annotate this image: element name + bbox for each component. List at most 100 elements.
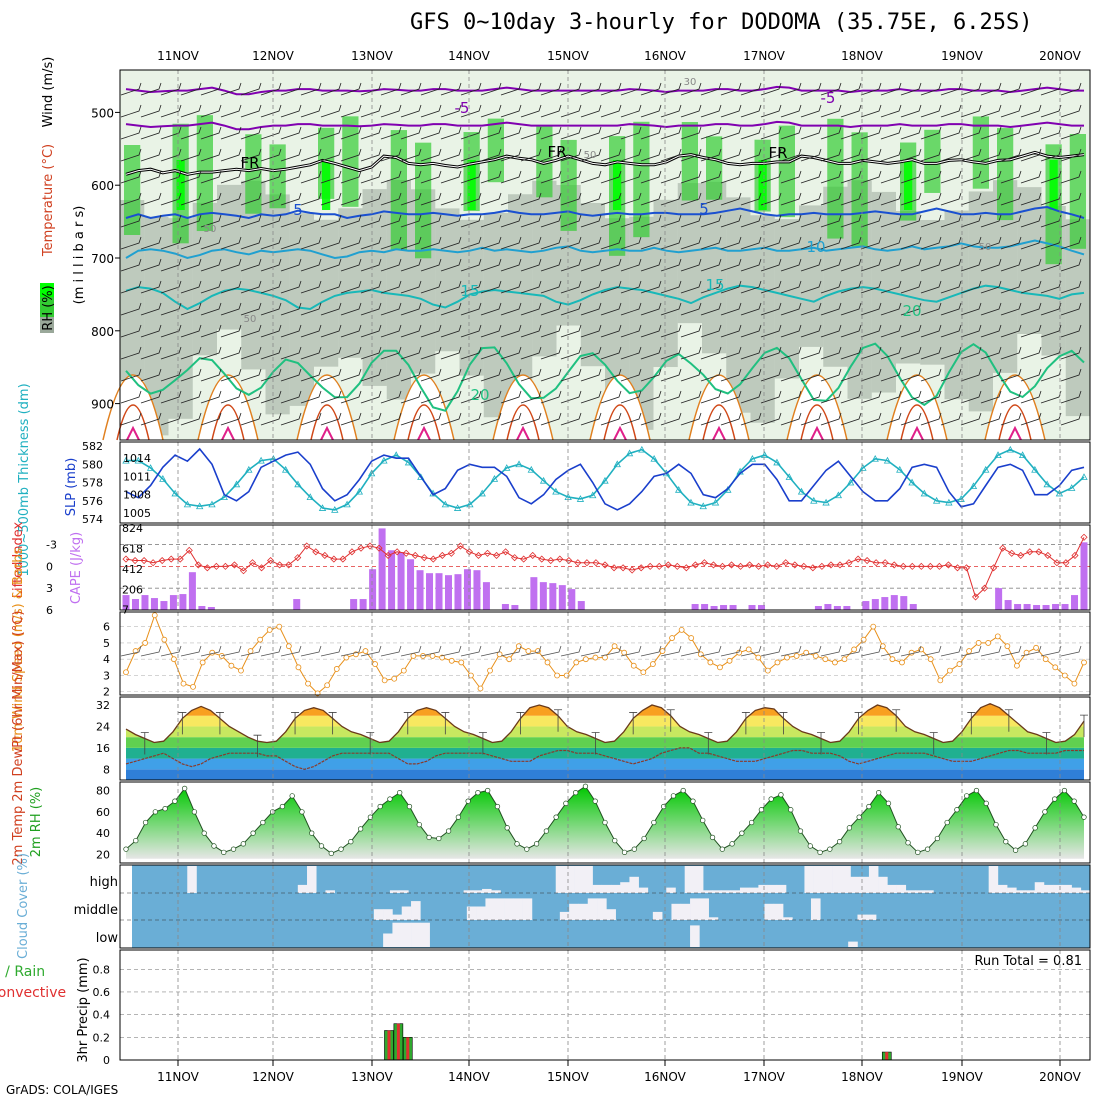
wind-barb xyxy=(560,82,582,96)
rh2m-point xyxy=(934,835,941,842)
wind-barb xyxy=(800,236,822,250)
lifted-index-point xyxy=(447,549,455,557)
rh2m-point xyxy=(758,807,765,813)
wind10-barb xyxy=(360,645,382,657)
wind-barb xyxy=(300,324,322,338)
wind-barb xyxy=(460,214,482,228)
wind-barb xyxy=(220,346,242,360)
thickness-point xyxy=(503,464,511,471)
temp-minmax-bar xyxy=(1042,732,1051,755)
wind-barb xyxy=(140,104,162,118)
cloud-bar-middle xyxy=(485,898,496,920)
wind-barb xyxy=(1000,346,1022,360)
wind10-point xyxy=(956,661,963,667)
wind-barb xyxy=(660,390,682,404)
wind-barb xyxy=(720,82,742,96)
wind-barb xyxy=(600,170,622,184)
wind-barb xyxy=(440,412,462,426)
rh-green-area xyxy=(633,121,650,238)
boundary-layer-arch xyxy=(492,374,554,441)
wind-barb xyxy=(300,104,322,118)
wind-barb xyxy=(480,346,502,360)
wind-barb xyxy=(300,214,322,228)
y-tick-label: 20 xyxy=(96,848,110,861)
wind-barb xyxy=(620,280,642,294)
cape-bar xyxy=(558,585,566,610)
wind10-barb xyxy=(320,645,342,657)
wind-barb xyxy=(620,214,642,228)
rh-lime-area xyxy=(467,160,476,210)
wind-barb xyxy=(200,368,222,382)
wind-barb xyxy=(520,148,542,162)
isotherm-plus15 xyxy=(125,284,1085,311)
wind10-point xyxy=(678,627,685,633)
thickness-point xyxy=(527,465,535,473)
wind-barb xyxy=(820,302,842,316)
rh2m-point xyxy=(240,841,246,847)
thickness-point xyxy=(208,500,216,508)
wind-barb xyxy=(740,126,762,140)
rh2m-point xyxy=(436,835,442,842)
ylabel-temperature: Temperature (°C) xyxy=(41,144,56,257)
wind-barb xyxy=(480,302,502,316)
lifted-index-point xyxy=(746,561,754,569)
wind-barb xyxy=(640,346,662,360)
cloud-bar-middle xyxy=(476,906,486,920)
wind-barb xyxy=(200,236,222,250)
wind-barb xyxy=(500,390,522,404)
temp-minmax-bar xyxy=(441,712,450,735)
wind10-point xyxy=(544,659,551,666)
wind-barb xyxy=(680,390,702,404)
wind-barb xyxy=(620,324,642,338)
chart-title: GFS 0~10day 3-hourly for DODOMA (35.75E,… xyxy=(410,10,1033,35)
wind-barb xyxy=(600,236,622,250)
wind-barb xyxy=(740,214,762,228)
cape-bar xyxy=(1004,600,1012,610)
wind-barb xyxy=(940,82,962,96)
wind-barb xyxy=(880,412,902,426)
wind-barb xyxy=(200,280,222,294)
rh-dark-area xyxy=(944,210,969,400)
rh-legend-swatch xyxy=(40,283,54,297)
cloud-bar-high xyxy=(1043,884,1054,893)
wind-barb xyxy=(800,192,822,206)
wind-barb xyxy=(920,368,942,382)
wind10-point xyxy=(630,662,637,669)
wind-barb xyxy=(320,280,342,294)
wind-barb xyxy=(500,82,522,96)
wind-barb xyxy=(340,236,362,250)
rh2m-point xyxy=(142,819,149,826)
wind-barb xyxy=(300,368,322,382)
rh2m-point xyxy=(201,830,207,836)
thickness-point xyxy=(183,500,192,508)
wind-barb xyxy=(480,104,502,118)
wind-barb xyxy=(660,368,682,382)
wind-barb xyxy=(440,104,462,118)
cloud-bar-high xyxy=(399,890,409,893)
wind-barb xyxy=(600,192,622,206)
ylabel-precip: 3hr Precip (mm) xyxy=(76,957,91,1062)
wind-barb xyxy=(220,236,242,250)
wind10-point xyxy=(764,667,771,674)
cape-bar xyxy=(435,573,443,610)
rh-lime-area xyxy=(322,160,331,210)
wind-barb xyxy=(720,126,742,140)
cloud-bar-middle xyxy=(699,898,709,920)
rh2m-point xyxy=(328,850,334,857)
rh2m-point xyxy=(260,819,266,826)
wind-barb xyxy=(740,104,762,118)
wind10-point xyxy=(985,640,992,646)
thickness-point xyxy=(589,491,597,499)
cloud-bar-high xyxy=(758,884,768,893)
wind-barb xyxy=(660,82,682,96)
wind-barb xyxy=(860,236,882,250)
wind-barb xyxy=(340,390,362,404)
wind10-barb xyxy=(160,645,182,657)
cape-bar xyxy=(426,573,434,610)
rh2m-point xyxy=(573,790,579,796)
wind10-point xyxy=(611,643,618,650)
wind-barb xyxy=(760,192,782,206)
wind10-barb xyxy=(940,645,962,657)
wind-barb xyxy=(460,368,482,382)
wind-barb xyxy=(220,302,242,316)
